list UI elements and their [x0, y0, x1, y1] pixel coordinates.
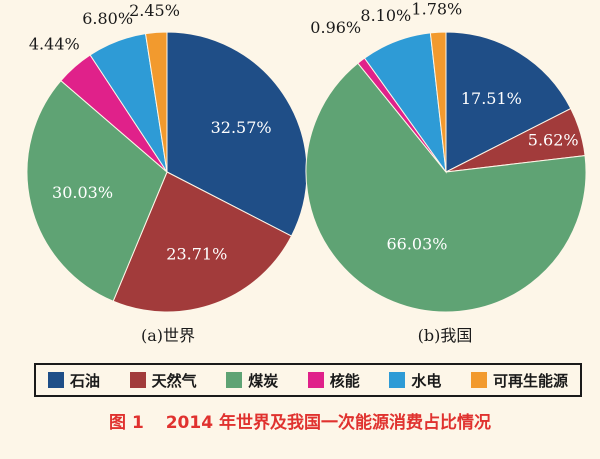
legend-swatch: [470, 372, 487, 388]
legend-item-coal: 煤炭: [226, 370, 278, 391]
world-label-renewable: 2.45%: [129, 1, 180, 20]
legend-item-gas: 天然气: [129, 370, 197, 391]
legend-label: 可再生能源: [492, 371, 568, 390]
china-label-renewable: 1.78%: [411, 0, 462, 18]
legend-label: 煤炭: [248, 371, 279, 390]
legend-label: 水电: [411, 371, 442, 390]
world-label-gas: 23.71%: [166, 245, 227, 264]
china-slice-renewable: [429, 31, 447, 173]
legend-label: 天然气: [151, 371, 197, 390]
caption-text: 2014 年世界及我国一次能源消费占比情况: [165, 413, 491, 433]
world-slice-gas: [112, 171, 293, 313]
legend: 石油 天然气 煤炭 核能 水电 可再生能源: [34, 363, 582, 397]
legend-item-hydro: 水电: [389, 370, 441, 391]
world-label-coal: 30.03%: [52, 183, 113, 202]
world-slice-oil: [166, 31, 308, 237]
legend-swatch: [389, 372, 406, 388]
world-slice-renewable: [144, 31, 168, 173]
china-pie-subtitle: (b)我国: [417, 326, 473, 345]
china-label-nuclear: 0.96%: [310, 18, 361, 37]
legend-item-renewable: 可再生能源: [470, 370, 568, 391]
china-label-gas: 5.62%: [528, 131, 579, 150]
world-label-hydro: 6.80%: [82, 9, 133, 28]
china-label-coal: 66.03%: [386, 234, 447, 253]
legend-label: 石油: [70, 371, 101, 390]
world-pie-subtitle: (a)世界: [140, 326, 196, 345]
legend-swatch: [226, 372, 243, 388]
world-slice-coal: [26, 79, 168, 302]
legend-label: 核能: [329, 371, 360, 390]
world-pie: 32.57% 23.71% 30.03% 4.44%6.80%2.45%: [26, 1, 308, 313]
china-pie: 17.51% 5.62% 66.03% 0.96%8.10% 1.78%: [305, 0, 587, 313]
china-label-hydro: 8.10%: [360, 6, 411, 25]
china-slice-coal: [305, 62, 587, 313]
world-label-oil: 32.57%: [211, 118, 272, 137]
legend-item-oil: 石油: [48, 370, 100, 391]
china-label-oil: 17.51%: [461, 89, 522, 108]
legend-swatch: [129, 372, 146, 388]
world-label-nuclear: 4.44%: [29, 35, 80, 54]
legend-swatch: [307, 372, 324, 388]
legend-item-nuclear: 核能: [307, 370, 360, 391]
figure-number: 图 1: [109, 413, 144, 433]
figure-caption: 图 1 2014 年世界及我国一次能源消费占比情况: [0, 408, 600, 433]
china-slice-oil: [445, 31, 572, 173]
legend-swatch: [48, 372, 64, 388]
